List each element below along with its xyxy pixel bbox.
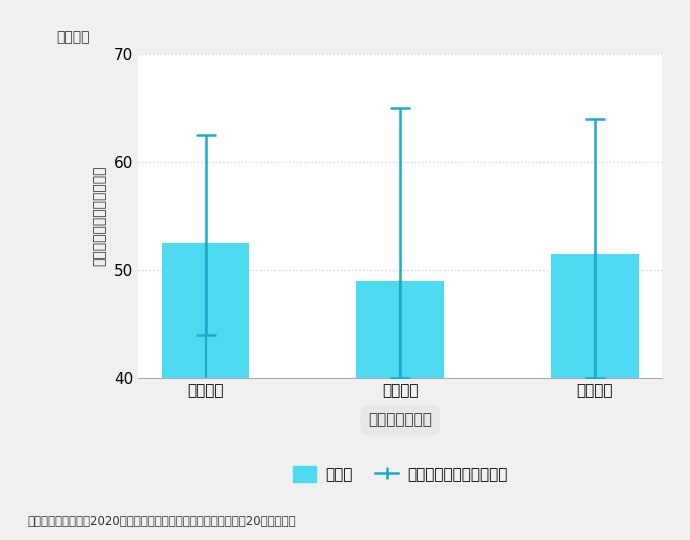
Text: 分娩特性の区分: 分娩特性の区分 <box>368 413 432 428</box>
Text: データ：年間平均（2020年），協会けんぽ　サンプル数：延べ終20万件の一部: データ：年間平均（2020年），協会けんぽ サンプル数：延べ終20万件の一部 <box>28 515 296 528</box>
Bar <box>357 281 444 378</box>
Bar <box>162 243 249 378</box>
Legend: 平均値, エラーバー（標準唄差）: 平均値, エラーバー（標準唄差） <box>286 460 514 488</box>
Bar <box>551 254 638 378</box>
Text: （万円）: （万円） <box>57 30 90 44</box>
Y-axis label: 出産費用の平均（件／円）: 出産費用の平均（件／円） <box>93 166 107 266</box>
